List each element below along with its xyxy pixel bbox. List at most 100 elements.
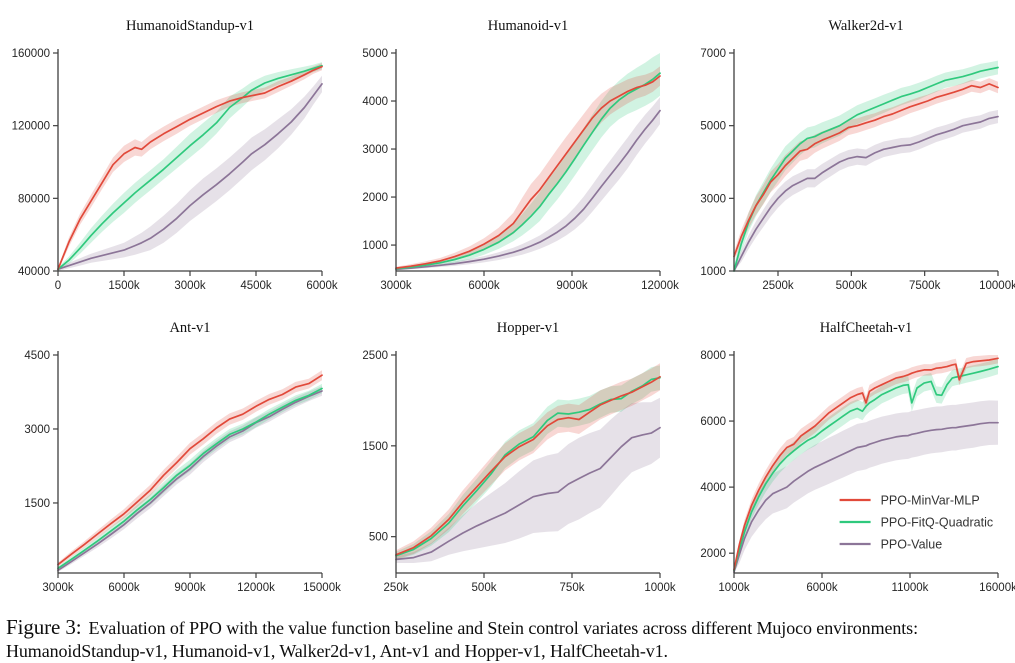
band-ppo-minvar-mlp: [396, 363, 660, 560]
series-ppo-value: [57, 83, 323, 271]
confidence-bands: [58, 62, 322, 271]
chart-panel-ant-v1: Ant-v1 1500 3000 4500 3000k 6000k 9000k 12000k 1…: [0, 306, 341, 608]
band-ppo-value: [58, 75, 322, 271]
chart-title: HumanoidStandup-v1: [126, 18, 254, 34]
series-ppo-value: [395, 426, 661, 561]
x-tick-label: 12000k: [237, 582, 275, 594]
y-tick-label: 5000: [700, 121, 726, 133]
y-tick-label: 4000: [700, 482, 726, 494]
figure-caption-label: Figure 3:: [6, 615, 82, 639]
y-tick-label: 1000: [700, 266, 726, 278]
x-tick-label: 0: [55, 280, 61, 292]
chart-title: Walker2d-v1: [828, 18, 903, 34]
x-tick-label: 6000k: [806, 582, 838, 594]
y-tick-label: 3000: [24, 424, 50, 436]
series-ppo-value: [733, 421, 999, 573]
x-tick-label: 500k: [472, 582, 497, 594]
chart-panel-walker2d-v1: Walker2d-v1 1000 3000 5000 7000 2500k 5000k 750…: [676, 4, 1015, 306]
y-tick-label: 40000: [18, 266, 50, 278]
x-tick-label: 15000k: [303, 582, 341, 594]
x-tick-label: 1500k: [108, 280, 140, 292]
y-tick-label: 6000: [700, 416, 726, 428]
axes: 40000 80000 120000 160000 0 1500k 3000k 4500k 60…: [12, 48, 338, 292]
chart-title: HalfCheetah-v1: [820, 320, 913, 336]
series-ppo-fitq-quadratic: [57, 64, 323, 271]
x-tick-label: 4500k: [240, 280, 272, 292]
series-lines: [57, 374, 323, 572]
series-lines: [57, 64, 323, 271]
band-ppo-minvar-mlp: [58, 63, 322, 271]
y-tick-label: 120000: [12, 121, 50, 133]
band-ppo-fitq-quadratic: [58, 62, 322, 271]
x-tick-label: 3000k: [42, 582, 74, 594]
chart-panel-humanoidstandup-v1: HumanoidStandup-v1 40000 80000 120000 160000…: [0, 4, 338, 306]
series-ppo-minvar-mlp: [733, 357, 999, 571]
x-tick-label: 750k: [560, 582, 585, 594]
x-tick-label: 5000k: [836, 280, 868, 292]
axes: 1000 3000 5000 7000 2500k 5000k 7500k 10000k: [700, 48, 1015, 292]
x-tick-label: 250k: [384, 582, 409, 594]
x-tick-label: 6000k: [108, 582, 140, 594]
band-ppo-value: [396, 397, 660, 563]
series-lines: [395, 72, 661, 271]
band-ppo-value: [734, 400, 998, 573]
axes: 1500 3000 4500 3000k 6000k 9000k 12000k 15000k: [24, 350, 341, 594]
series-ppo-value: [395, 109, 661, 271]
figure-caption-text: Evaluation of PPO with the value functio…: [6, 618, 918, 662]
band-ppo-fitq-quadratic: [396, 53, 660, 270]
y-tick-label: 2000: [362, 192, 388, 204]
x-tick-label: 6000k: [468, 280, 500, 292]
y-tick-label: 1000: [362, 240, 388, 252]
series-ppo-minvar-mlp: [733, 83, 999, 258]
chart-panel-humanoid-v1: Humanoid-v1 1000 2000 3000 4000 5000 3000k 6000…: [338, 4, 679, 306]
x-tick-label: 11000k: [892, 582, 929, 594]
legend-label-ppo-value: PPO-Value: [881, 537, 943, 551]
confidence-bands: [396, 363, 660, 563]
chart-panel-halfcheetah-v1: HalfCheetah-v1 2000 4000 6000 8000 1000k 6000k…: [676, 306, 1015, 608]
y-tick-label: 160000: [12, 48, 50, 60]
axes: 1000 2000 3000 4000 5000 3000k 6000k 9000k 12000…: [362, 48, 679, 292]
chart-title: Humanoid-v1: [488, 18, 569, 34]
chart-title: Ant-v1: [169, 320, 210, 336]
series-ppo-fitq-quadratic: [733, 66, 999, 272]
band-ppo-value: [734, 110, 998, 271]
figure-caption: Figure 3: Evaluation of PPO with the valu…: [6, 614, 1009, 663]
x-tick-label: 2500k: [762, 280, 794, 292]
x-tick-label: 1000k: [718, 582, 750, 594]
chart-title: Hopper-v1: [497, 320, 560, 336]
x-tick-label: 6000k: [306, 280, 338, 292]
x-tick-label: 3000k: [174, 280, 206, 292]
series-ppo-value: [57, 390, 323, 572]
series-ppo-fitq-quadratic: [395, 72, 661, 270]
y-tick-label: 3000: [700, 193, 726, 205]
x-tick-label: 12000k: [641, 280, 679, 292]
legend-label-ppo-minvar-mlp: PPO-MinVar-MLP: [881, 493, 980, 507]
y-tick-label: 2000: [700, 548, 726, 560]
series-ppo-minvar-mlp: [57, 374, 323, 566]
x-tick-label: 10000k: [979, 280, 1015, 292]
series-lines: [395, 375, 661, 561]
x-tick-label: 3000k: [380, 280, 412, 292]
charts-grid: HumanoidStandup-v1 40000 80000 120000 160000…: [0, 4, 1015, 608]
band-ppo-minvar-mlp: [734, 78, 998, 261]
y-tick-label: 4500: [24, 350, 50, 362]
band-ppo-minvar-mlp: [58, 370, 322, 567]
band-ppo-fitq-quadratic: [58, 383, 322, 570]
series-lines: [733, 357, 999, 573]
chart-walker2d-v1: Walker2d-v1 1000 3000 5000 7000 2500k 5000k 750…: [700, 18, 1015, 292]
series-ppo-value: [733, 115, 999, 272]
series-ppo-fitq-quadratic: [57, 387, 323, 570]
series-ppo-fitq-quadratic: [733, 365, 999, 572]
x-tick-label: 16000k: [979, 582, 1015, 594]
series-ppo-minvar-mlp: [57, 65, 323, 271]
chart-panel-hopper-v1: Hopper-v1 500 1500 2500 250k 500k 750k 1000k: [338, 306, 676, 608]
band-ppo-minvar-mlp: [734, 355, 998, 573]
band-ppo-fitq-quadratic: [396, 365, 660, 560]
y-tick-label: 7000: [700, 48, 726, 60]
band-ppo-value: [396, 97, 660, 271]
chart-hopper-v1: Hopper-v1 500 1500 2500 250k 500k 750k 1000k: [362, 320, 676, 594]
y-tick-label: 4000: [362, 96, 388, 108]
x-tick-label: 7500k: [909, 280, 941, 292]
